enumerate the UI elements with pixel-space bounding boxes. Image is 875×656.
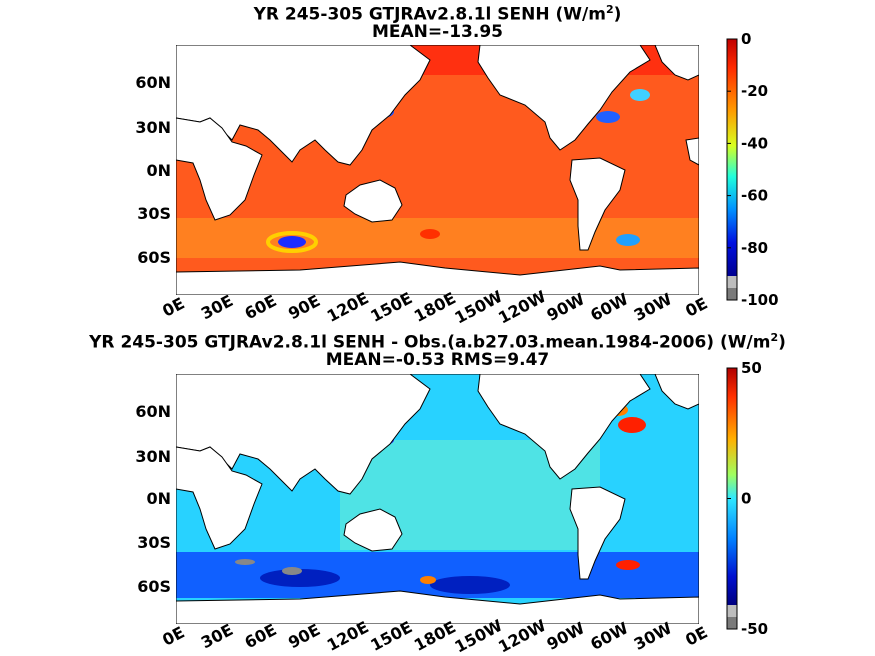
top-brazil-feature xyxy=(616,234,640,246)
top-title-end: ) xyxy=(613,4,622,25)
bottom-africa xyxy=(176,446,263,550)
bottom-y-tick-label: 30N xyxy=(135,447,171,466)
top-africa xyxy=(176,117,263,221)
top-greenland xyxy=(654,45,699,81)
top-x-tick-label: 0E xyxy=(159,294,187,321)
top-southern-ocean-band xyxy=(176,218,699,258)
bottom-chart-title: YR 245-305 GTJRAv2.8.1l SENH - Obs.(a.b2… xyxy=(0,328,875,353)
bottom-x-tick-label: 0E xyxy=(159,623,187,650)
top-y-tick-label: 0N xyxy=(146,161,171,180)
top-colorbar-tick-label: -100 xyxy=(741,291,779,309)
bottom-southern-ocean-low-2 xyxy=(430,576,510,594)
top-colorbar-tick-label: 0 xyxy=(741,30,751,48)
bottom-tasman-high xyxy=(420,576,436,584)
top-y-tick-label: 30N xyxy=(135,118,171,137)
bottom-falkland-high xyxy=(616,560,640,570)
bottom-y-tick-label: 0N xyxy=(146,489,171,508)
top-x-tick-label: 60E xyxy=(241,291,279,323)
bottom-y-tick-label: 60N xyxy=(135,402,171,421)
top-x-tick-label: 90E xyxy=(285,291,323,323)
bottom-x-tick-label: 30E xyxy=(198,620,236,652)
top-colorbar-tick-label: -40 xyxy=(741,134,768,152)
bottom-south-america xyxy=(569,486,626,580)
top-chart-title: YR 245-305 GTJRAv2.8.1l SENH (W/m2) xyxy=(0,0,875,25)
bottom-ice-patch xyxy=(235,559,255,565)
top-continents xyxy=(176,45,699,295)
bottom-title-text: YR 245-305 GTJRAv2.8.1l SENH - Obs.(a.b2… xyxy=(89,332,771,353)
bottom-y-tick-label: 30S xyxy=(137,533,171,552)
top-colorbar-under-1 xyxy=(727,276,737,288)
top-australia xyxy=(343,179,403,223)
bottom-antarctica xyxy=(176,590,699,624)
bottom-colorbar-tick-label: -50 xyxy=(741,620,768,638)
top-southern-ocean-feature-2 xyxy=(266,231,318,253)
bottom-ice-patch-2 xyxy=(282,567,302,575)
top-labrador-feature xyxy=(630,89,650,101)
bottom-australia xyxy=(343,508,403,552)
bottom-north-america xyxy=(477,374,651,480)
top-map xyxy=(176,45,699,295)
top-gulfstream-feature xyxy=(596,111,620,123)
top-y-tick-label: 60N xyxy=(135,73,171,92)
top-north-america xyxy=(477,45,651,151)
bottom-chart-subtitle: MEAN=-0.53 RMS=9.47 xyxy=(325,350,550,370)
bottom-map xyxy=(176,374,699,624)
top-colorbar-tick-label: -60 xyxy=(741,187,768,205)
top-y-tick-label: 60S xyxy=(137,248,171,267)
top-colorbar-under-2 xyxy=(727,288,737,300)
bottom-colorbar-tick-label: 50 xyxy=(741,359,762,377)
bottom-greenland xyxy=(654,374,699,410)
top-sea-africa xyxy=(685,137,699,166)
top-chart-subtitle: MEAN=-13.95 xyxy=(372,22,503,42)
bottom-colorbar-under-1 xyxy=(727,605,737,617)
top-colorbar-frame xyxy=(726,38,738,301)
top-colorbar xyxy=(727,39,737,276)
top-title-sup: 2 xyxy=(605,3,614,16)
bottom-x-tick-label: 90E xyxy=(285,620,323,652)
bottom-title-sup: 2 xyxy=(770,331,779,344)
top-y-tick-label: 30S xyxy=(137,204,171,223)
bottom-colorbar-under-2 xyxy=(727,617,737,629)
top-south-america xyxy=(569,157,626,251)
bottom-southern-ocean-band xyxy=(176,552,699,598)
top-colorbar-tick-label: -80 xyxy=(741,239,768,257)
top-x-tick-label: 30E xyxy=(198,291,236,323)
top-southern-ocean-feature xyxy=(278,236,306,248)
bottom-y-tick-label: 60S xyxy=(137,577,171,596)
top-colorbar-tick-label: -20 xyxy=(741,82,768,100)
bottom-x-tick-label: 0E xyxy=(682,623,710,650)
bottom-gulfstream-high xyxy=(618,417,646,433)
bottom-continents xyxy=(176,374,699,624)
bottom-colorbar-tick-label: 0 xyxy=(741,490,751,508)
bottom-title-end: ) xyxy=(778,332,786,353)
bottom-colorbar xyxy=(727,368,737,605)
bottom-southern-ocean-low xyxy=(260,569,340,587)
top-x-tick-label: 0E xyxy=(682,294,710,321)
top-antarctica xyxy=(176,261,699,295)
top-tasman-feature xyxy=(420,229,440,239)
bottom-x-tick-label: 60E xyxy=(241,620,279,652)
top-title-text: YR 245-305 GTJRAv2.8.1l SENH (W/m xyxy=(253,4,606,25)
